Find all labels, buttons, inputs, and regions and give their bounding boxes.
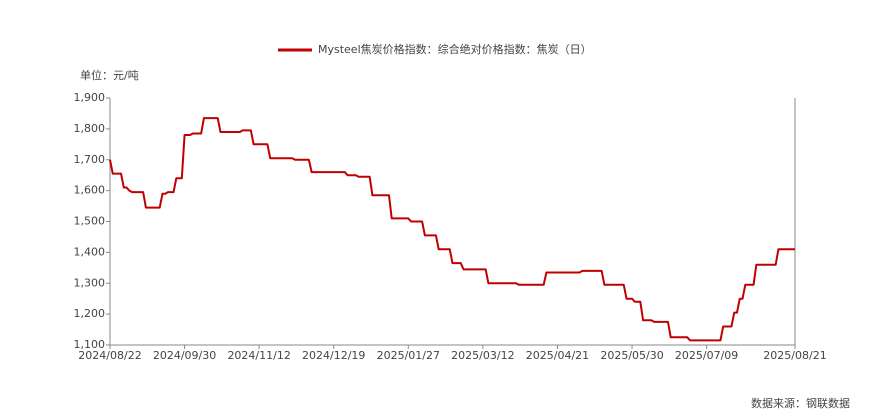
- x-tick-label: 2024/12/19: [302, 349, 365, 362]
- x-tick-label: 2025/08/21: [763, 349, 826, 362]
- y-tick-label: 1,400: [74, 245, 106, 258]
- series-line: [109, 117, 795, 342]
- unit-label: 单位：元/吨: [80, 68, 139, 82]
- y-tick-label: 1,900: [74, 91, 106, 104]
- y-tick-label: 1,100: [74, 338, 106, 351]
- x-tick-label: 2025/05/30: [600, 349, 663, 362]
- y-tick-label: 1,600: [74, 184, 106, 197]
- y-tick-label: 1,800: [74, 122, 106, 135]
- y-tick-label: 1,300: [74, 276, 106, 289]
- x-tick-label: 2024/11/12: [227, 349, 290, 362]
- source-note: 数据来源：钢联数据: [751, 396, 850, 410]
- x-tick-label: 2025/01/27: [377, 349, 440, 362]
- x-tick-label: 2025/03/12: [451, 349, 514, 362]
- x-tick-label: 2025/04/21: [526, 349, 589, 362]
- legend-label: Mysteel焦炭价格指数：综合绝对价格指数：焦炭（日）: [318, 42, 592, 56]
- x-tick-label: 2024/08/22: [78, 349, 141, 362]
- y-tick-label: 1,500: [74, 215, 106, 228]
- y-tick-label: 1,200: [74, 307, 106, 320]
- y-tick-label: 1,700: [74, 153, 106, 166]
- x-tick-label: 2024/09/30: [153, 349, 216, 362]
- x-tick-label: 2025/07/09: [675, 349, 738, 362]
